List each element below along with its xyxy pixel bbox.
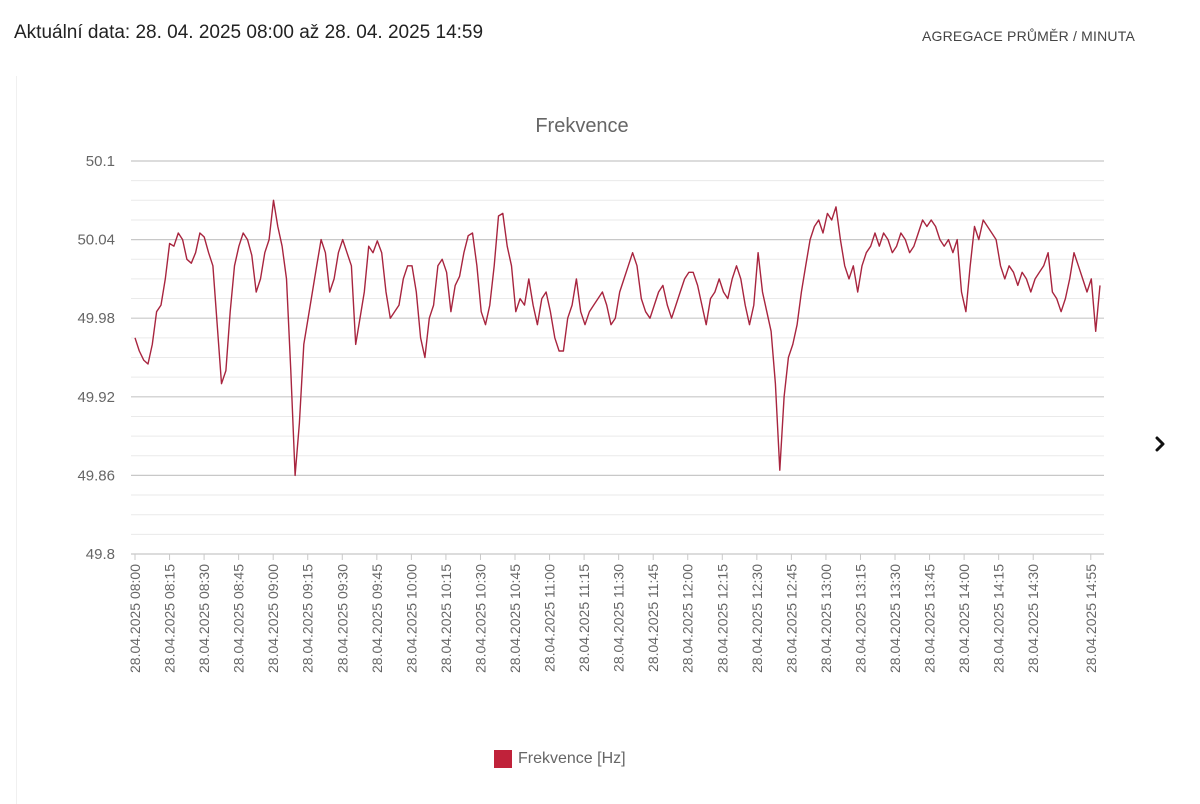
header-bar: Aktuální data: 28. 04. 2025 08:00 až 28.… [0,0,1200,76]
y-tick-label: 49.86 [77,467,115,484]
x-tick-label: 28.04.2025 09:15 [300,564,316,673]
x-tick-label: 28.04.2025 13:15 [852,564,868,673]
x-tick-label: 28.04.2025 14:30 [1025,564,1041,673]
series-line-frekvence[interactable] [134,199,1101,477]
x-tick-label: 28.04.2025 13:45 [922,564,938,673]
x-tick-label: 28.04.2025 10:15 [438,564,454,673]
x-tick-label: 28.04.2025 12:45 [783,564,799,673]
x-tick-label: 28.04.2025 11:00 [542,564,558,672]
x-tick-label: 28.04.2025 08:30 [196,564,212,673]
x-tick-label: 28.04.2025 08:00 [127,564,143,673]
x-tick-label: 28.04.2025 12:00 [680,564,696,673]
x-tick-label: 28.04.2025 13:30 [887,564,903,673]
y-tick-label: 49.8 [86,546,115,563]
frequency-chart: Frekvence 50.1 50.04 49.98 49.92 49.86 49.8 2… [77,115,1104,673]
aggregation-selector[interactable]: AGREGACE PRŮMĚR / MINUTA [921,28,1135,44]
x-tick-label: 28.04.2025 10:45 [507,564,523,673]
legend-swatch [494,750,512,768]
chart-panel: Frekvence 50.1 50.04 49.98 49.92 49.86 49.8 2… [16,76,1133,804]
legend[interactable]: Frekvence [Hz] [494,750,626,768]
side-strip [1132,76,1200,804]
x-tick-label: 28.04.2025 13:00 [818,564,834,673]
x-tick-label: 28.04.2025 09:45 [369,564,385,673]
x-tick-label: 28.04.2025 14:55 [1083,564,1099,673]
chart-title: Frekvence [535,115,628,137]
x-tick-label: 28.04.2025 12:15 [714,564,730,673]
x-tick-label: 28.04.2025 14:00 [956,564,972,673]
date-range-text: Aktuální data: 28. 04. 2025 08:00 až 28.… [14,22,484,43]
x-tick-label: 28.04.2025 14:15 [991,564,1007,673]
y-tick-label: 50.1 [86,153,115,170]
x-tick-label: 28.04.2025 11:45 [645,564,661,672]
x-tick-label: 28.04.2025 09:00 [265,564,281,673]
y-tick-label: 49.92 [77,389,115,406]
x-tick-label: 28.04.2025 12:30 [749,564,765,673]
x-tick-label: 28.04.2025 11:30 [611,564,627,672]
chevron-right-icon[interactable] [1150,432,1170,456]
x-tick-label: 28.04.2025 10:00 [403,564,419,673]
chart-area: Frekvence 50.1 50.04 49.98 49.92 49.86 49.8 2… [16,76,1133,804]
y-tick-label: 50.04 [77,232,115,249]
x-tick-label: 28.04.2025 11:15 [576,564,592,672]
x-tick-label: 28.04.2025 08:45 [231,564,247,673]
x-tick-label: 28.04.2025 08:15 [162,564,178,673]
legend-label: Frekvence [Hz] [518,750,626,767]
x-tick-label: 28.04.2025 09:30 [334,564,350,673]
y-tick-label: 49.98 [77,310,115,327]
x-tick-label: 28.04.2025 10:30 [472,564,488,673]
